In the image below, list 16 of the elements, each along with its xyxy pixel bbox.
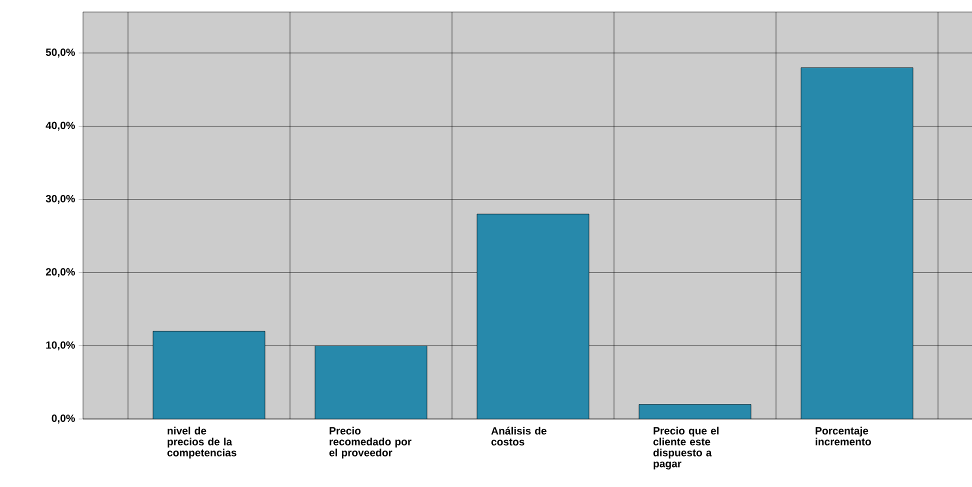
x-tick-label: nivel de precios de la competencias — [167, 426, 236, 458]
bar — [638, 404, 752, 419]
x-tick-label: Análisis de costos — [491, 426, 546, 446]
y-tick-label: 0,0% — [52, 414, 75, 424]
bar — [800, 67, 914, 419]
x-tick-label: Precio recomedado por el proveedor — [329, 426, 412, 458]
y-tick-label: 50,0% — [46, 48, 75, 58]
y-tick-label: 10,0% — [46, 341, 75, 350]
bar — [476, 214, 590, 419]
x-tick-label: Porcentaje incremento — [816, 426, 871, 446]
y-tick-label: 20,0% — [46, 268, 75, 278]
bar — [314, 346, 428, 419]
y-tick-label: 30,0% — [46, 194, 75, 204]
y-tick-label: 40,0% — [46, 122, 75, 131]
x-tick-label: Precio que el cliente este dispuesto a pagar — [653, 426, 719, 470]
bar — [152, 330, 266, 419]
